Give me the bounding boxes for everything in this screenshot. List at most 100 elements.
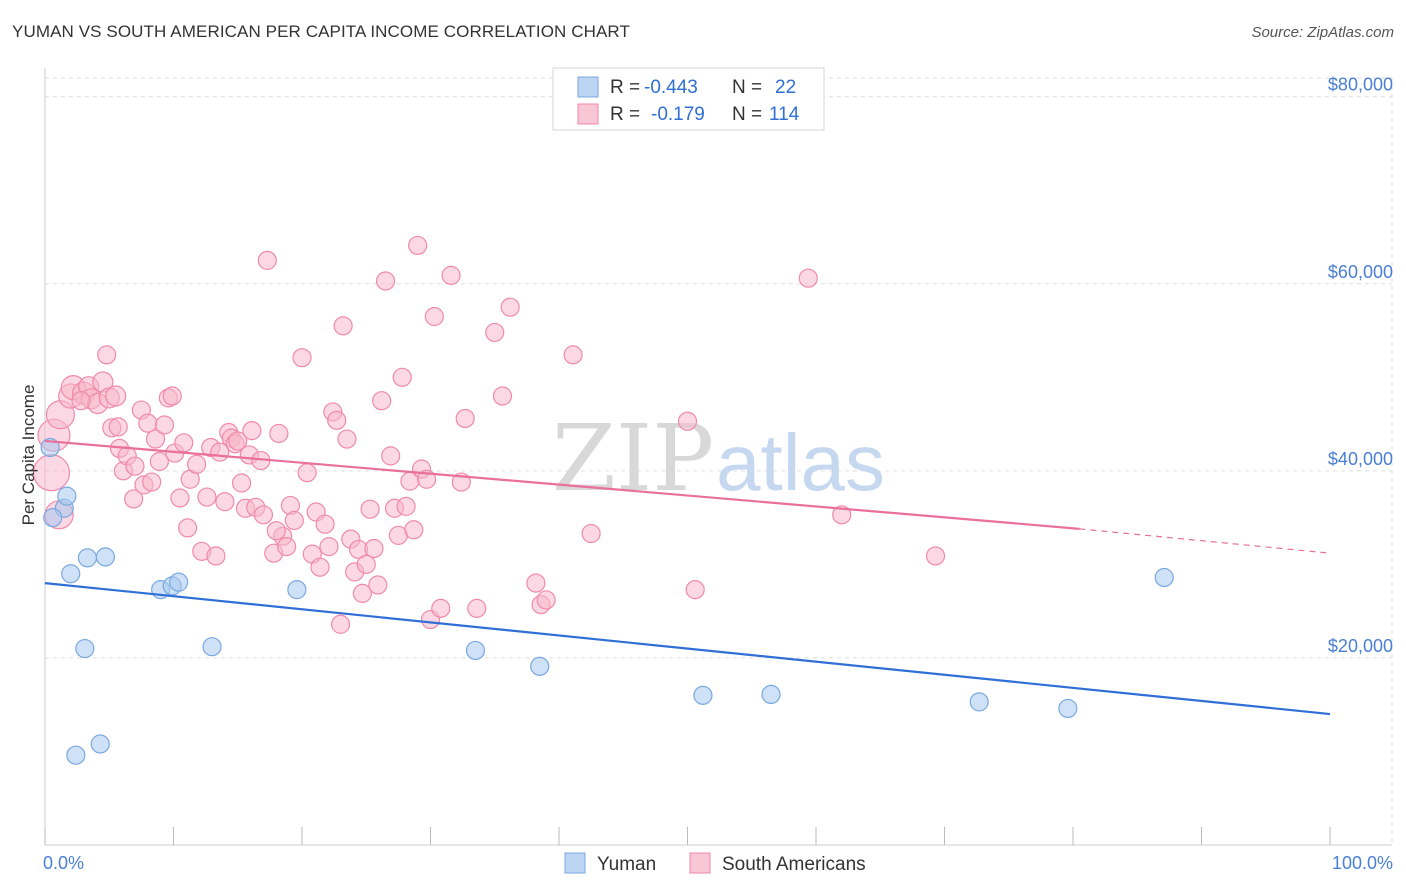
yuman-point-2: [57, 486, 77, 506]
south-americans-point-107: [677, 411, 698, 431]
y-tick-label-3: $80,000: [1328, 75, 1393, 95]
south-americans-point-16: [108, 417, 128, 437]
yuman-point-3: [43, 508, 63, 528]
south-americans-point-55: [269, 423, 289, 444]
yuman-point-14: [287, 580, 307, 600]
south-americans-point-39: [206, 546, 226, 566]
south-americans-point-89: [408, 235, 428, 256]
south-americans-point-109: [798, 268, 818, 288]
south-americans-point-64: [310, 557, 330, 577]
yuman-point-9: [90, 734, 110, 754]
legend-swatch-yuman: [577, 76, 599, 98]
yuman-point-4: [61, 564, 81, 584]
south-americans-trend-extension: [1079, 528, 1331, 554]
south-americans-point-31: [170, 488, 190, 508]
south-americans-point-82: [381, 446, 401, 466]
south-americans-point-14: [71, 391, 91, 411]
south-americans-point-94: [431, 598, 451, 618]
yuman-point-13: [202, 637, 222, 657]
south-americans-point-97: [455, 408, 475, 429]
legend-r-label-2: R =: [610, 104, 640, 125]
legend-n-label-2: N =: [732, 104, 762, 125]
yuman-point-18: [761, 684, 781, 705]
south-americans-point-77: [360, 499, 380, 519]
south-americans-point-37: [197, 487, 217, 507]
south-americans-point-68: [327, 410, 347, 430]
south-americans-point-80: [372, 391, 392, 411]
yuman-point-20: [1058, 698, 1078, 719]
watermark-atlas: atlas: [716, 418, 885, 507]
south-americans-point-81: [375, 271, 396, 291]
south-americans-point-75: [352, 583, 372, 603]
yuman-point-6: [95, 547, 115, 567]
y-tick-label-0: $20,000: [1328, 636, 1393, 656]
south-americans-point-105: [563, 345, 583, 365]
south-americans-point-35: [187, 454, 207, 474]
yuman-point-16: [530, 656, 550, 676]
legend-n-value-1: 22: [775, 77, 796, 98]
south-americans-point-104: [536, 590, 556, 610]
south-americans-point-41: [215, 492, 235, 512]
south-americans-point-61: [297, 463, 317, 483]
south-americans-point-111: [925, 546, 946, 566]
yuman-point-7: [75, 638, 95, 659]
yuman-point-17: [693, 685, 713, 705]
bottom-legend-swatch-south-americans: [689, 852, 711, 874]
south-americans-point-52: [253, 505, 274, 525]
bottom-legend-swatch-yuman: [564, 852, 586, 874]
data-points: [32, 235, 1174, 765]
chart-source: Source: ZipAtlas.com: [1251, 24, 1394, 41]
south-americans-point-13: [97, 345, 117, 365]
y-tick-labels: $20,000 $40,000 $60,000 $80,000: [1328, 75, 1393, 656]
south-americans-point-93: [424, 306, 444, 327]
south-americans-point-101: [500, 297, 520, 317]
south-americans-point-0: [32, 454, 71, 492]
south-americans-point-79: [368, 575, 388, 595]
correlation-legend: R = -0.443 N = 22 R = -0.179 N = 114: [552, 67, 825, 131]
yuman-point-21: [1154, 567, 1174, 588]
y-axis-label: Per Capita Income: [19, 385, 38, 526]
south-americans-point-60: [292, 348, 312, 368]
south-americans-point-112: [125, 456, 145, 476]
x-tick-label-1: 100.0%: [1332, 853, 1393, 873]
yuman-trend-line: [44, 582, 1331, 716]
south-americans-point-95: [441, 265, 461, 285]
south-americans-point-85: [392, 367, 412, 387]
south-americans-point-23: [138, 413, 158, 433]
yuman-point-12: [169, 572, 189, 592]
legend-r-label-1: R =: [610, 77, 640, 98]
south-americans-point-113: [266, 521, 286, 541]
south-americans-point-46: [232, 473, 252, 493]
south-americans-point-71: [337, 429, 357, 449]
south-americans-point-20: [124, 489, 144, 509]
south-americans-point-12: [105, 385, 127, 407]
south-americans-point-76: [356, 554, 376, 574]
south-americans-point-78: [364, 538, 384, 559]
legend-n-value-2: 114: [769, 104, 800, 125]
south-americans-point-88: [404, 520, 424, 540]
south-americans-point-45: [228, 431, 248, 451]
y-tick-label-1: $40,000: [1328, 449, 1393, 469]
south-americans-point-29: [162, 386, 182, 406]
legend-r-value-2: -0.179: [651, 104, 705, 125]
south-americans-point-99: [485, 322, 505, 343]
south-americans-point-59: [284, 510, 304, 531]
x-tick-label-0: 0.0%: [43, 853, 84, 873]
yuman-point-5: [77, 548, 98, 568]
yuman-point-15: [465, 640, 486, 661]
south-americans-point-98: [467, 598, 487, 618]
chart-title: YUMAN VS SOUTH AMERICAN PER CAPITA INCOM…: [12, 22, 630, 41]
watermark: ZIP atlas: [552, 405, 885, 512]
legend-r-value-1: -0.443: [644, 77, 698, 98]
south-americans-point-57: [276, 537, 297, 557]
legend-swatch-south-americans: [577, 103, 599, 125]
south-americans-point-106: [581, 523, 601, 544]
south-americans-point-108: [685, 580, 705, 600]
y-tick-label-2: $60,000: [1328, 262, 1393, 282]
south-americans-point-70: [333, 316, 353, 336]
yuman-point-8: [66, 745, 86, 765]
legend-n-label-1: N =: [732, 77, 762, 98]
south-americans-trend-line: [44, 439, 1080, 530]
south-americans-point-110: [832, 505, 852, 525]
